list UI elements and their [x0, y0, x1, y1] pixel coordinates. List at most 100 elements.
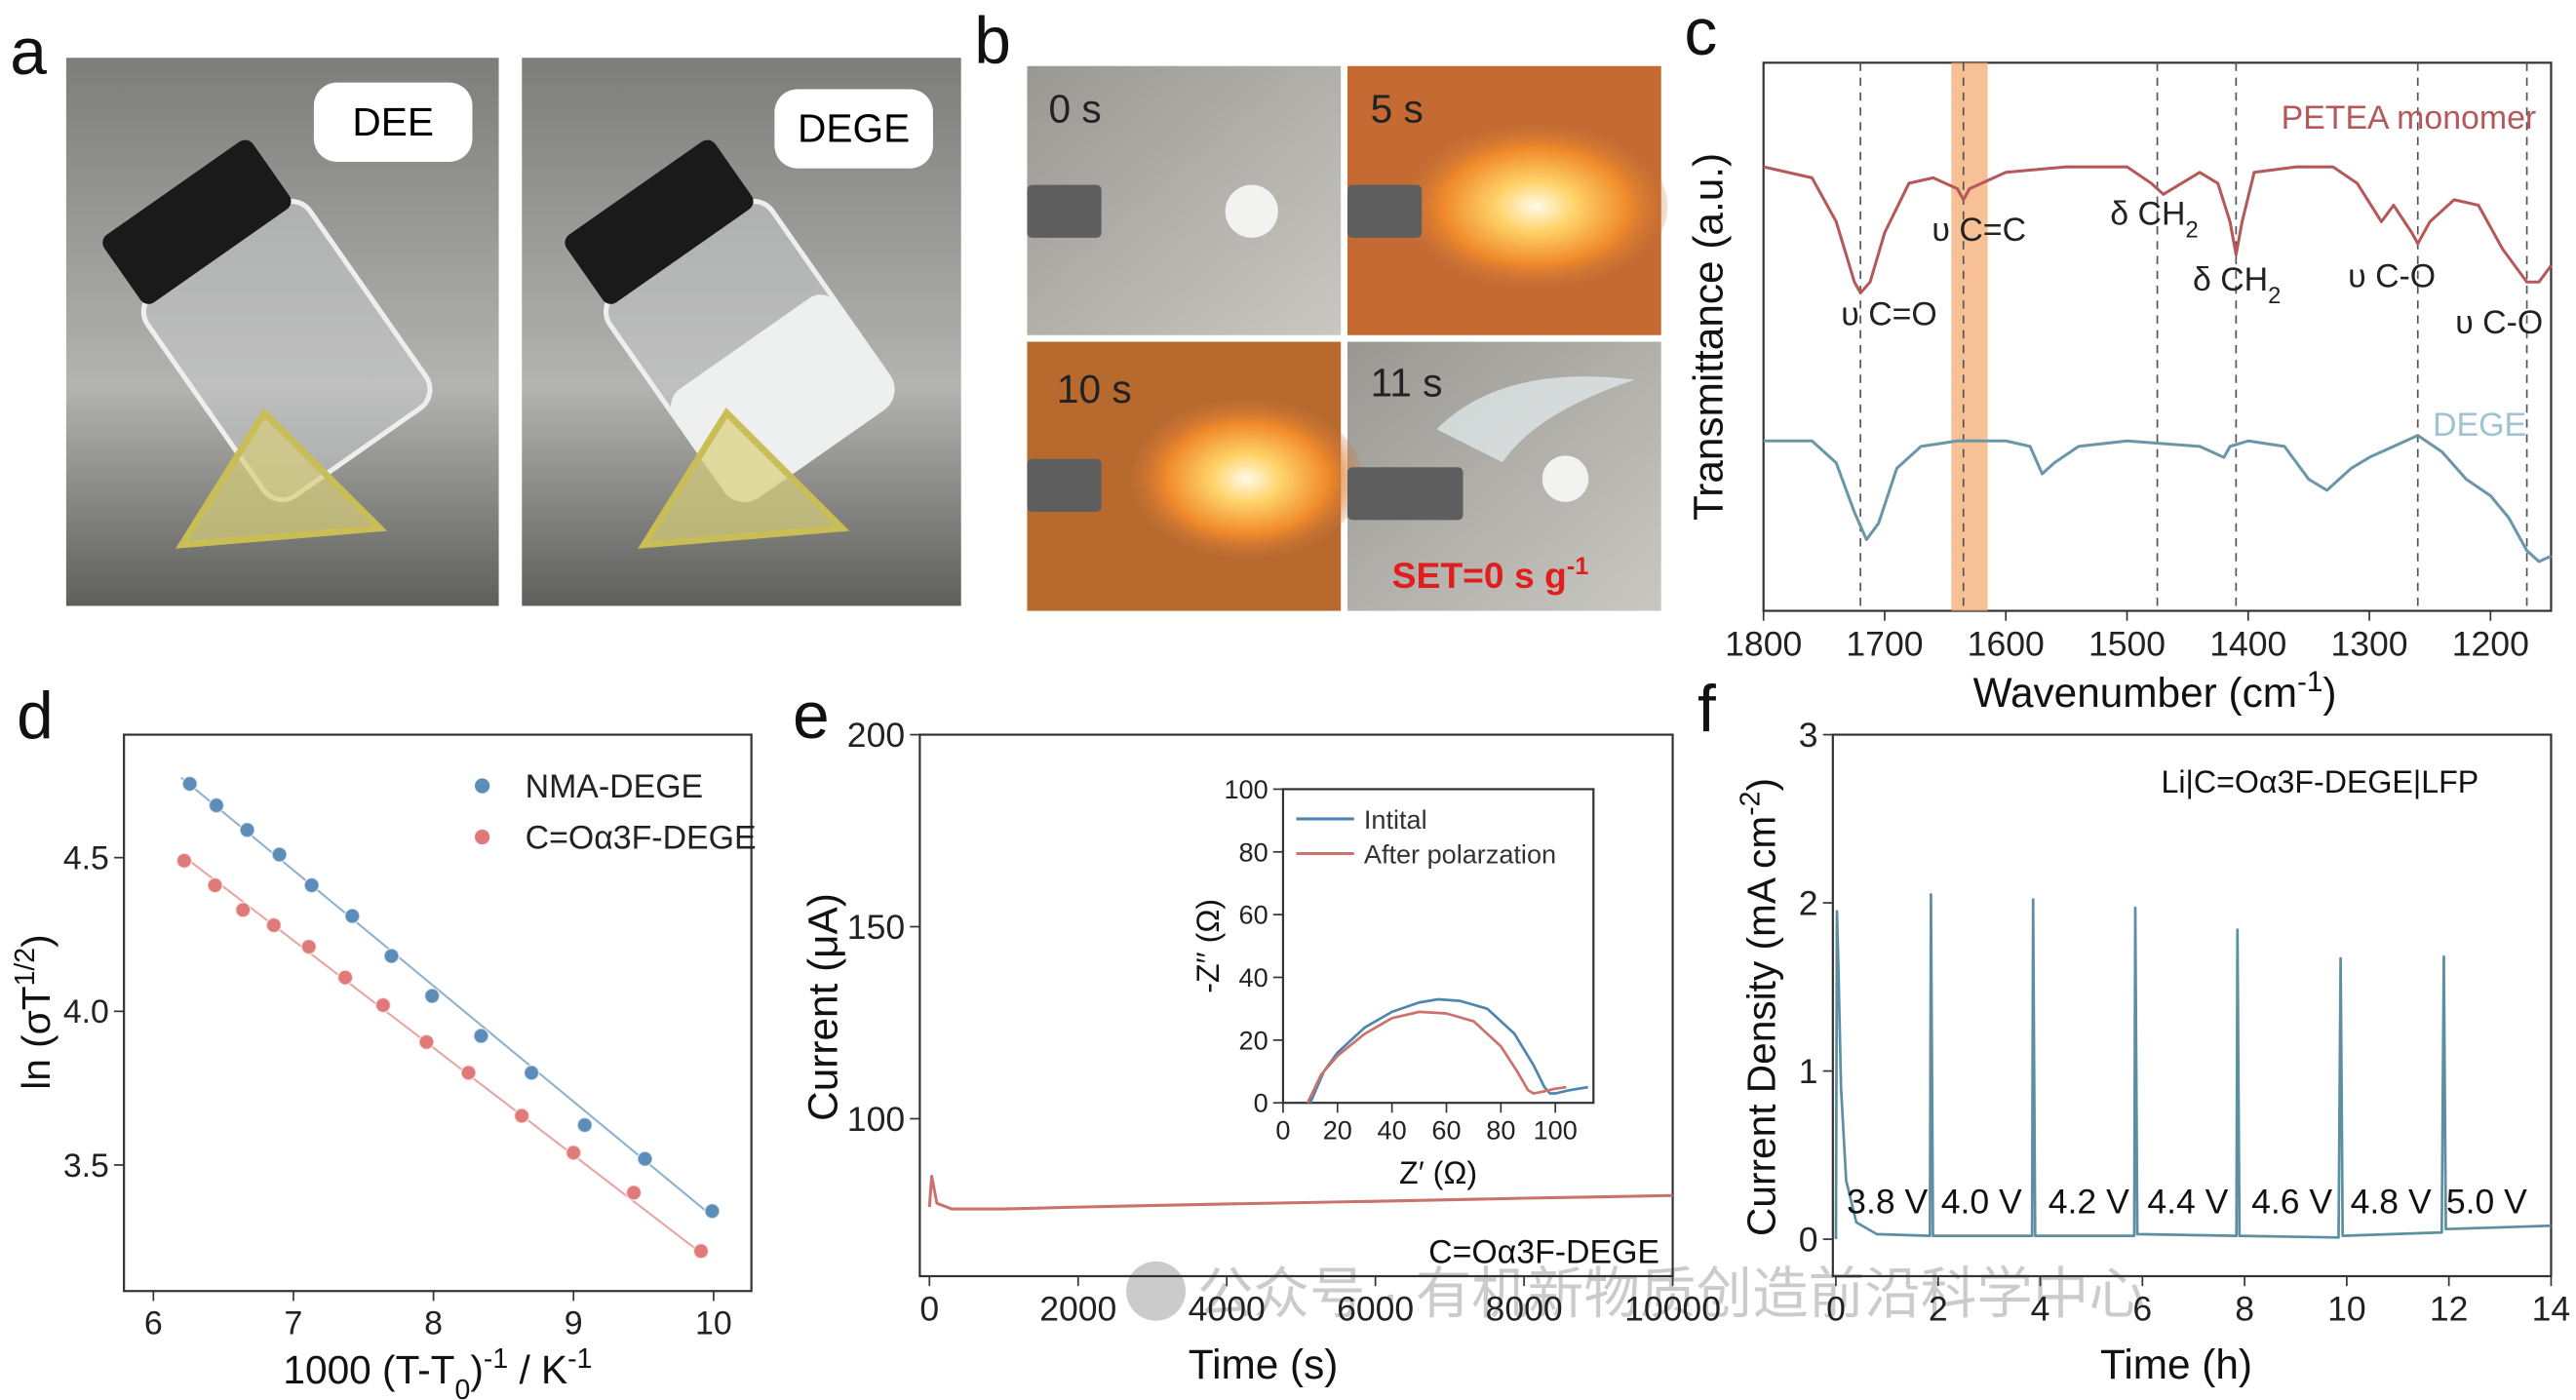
x-tick-label: 2	[1929, 1290, 1948, 1329]
note-text: SET=0 s g	[1392, 555, 1567, 596]
peak-annotation: υ C=C	[1932, 212, 2026, 249]
x-tick-label: 80	[1486, 1114, 1515, 1145]
x-axis-title-part: / K	[508, 1347, 567, 1392]
y-tick-label: 20	[1239, 1025, 1268, 1055]
data-line	[1763, 165, 2553, 295]
y-axis-title-part: )	[14, 934, 59, 948]
y-tick-label: 80	[1239, 836, 1268, 867]
data-line	[1306, 1010, 1567, 1104]
data-line	[1834, 893, 2552, 1240]
x-tick-label: 10	[2327, 1290, 2366, 1329]
y-tick-label: 2	[1799, 884, 1818, 923]
data-point	[208, 797, 225, 814]
x-tick-label: 6	[2132, 1290, 2152, 1329]
x-tick-label: 60	[1431, 1114, 1461, 1145]
smoke	[1436, 376, 1635, 463]
data-point	[472, 1028, 489, 1045]
data-point	[303, 876, 321, 894]
x-axis-title-part: )	[470, 1347, 484, 1392]
y-axis-title-part: Current Density (mA cm	[1739, 816, 1784, 1236]
data-point	[300, 938, 318, 955]
y-tick-label: 0	[1254, 1088, 1268, 1118]
x-tick-label: 40	[1378, 1114, 1407, 1145]
x-tick-label: 2000	[1039, 1290, 1116, 1329]
x-axis-title-part: )	[2322, 670, 2336, 716]
data-line	[1763, 434, 2553, 564]
y-axis-title: Transmittance (a.u.)	[1685, 153, 1731, 521]
frame-label: 5 s	[1371, 86, 1424, 131]
series-label: DEGE	[2433, 407, 2526, 444]
x-axis-title-part: -1	[484, 1343, 508, 1375]
stand	[175, 407, 850, 549]
data-point	[513, 1108, 530, 1124]
data-point	[523, 1064, 540, 1081]
x-axis-title: 1000 (T-T0)-1 / K-1	[283, 1343, 592, 1400]
voltage-annotation: 4.8 V	[2351, 1183, 2432, 1222]
plot-frame	[123, 733, 753, 1293]
panel-label: c	[1684, 0, 1717, 69]
y-tick-label: 4.5	[63, 840, 109, 877]
data-point	[265, 916, 283, 934]
x-tick-label: 10000	[1624, 1290, 1721, 1329]
x-tick-label: 1700	[1846, 624, 1923, 663]
peak-annotation-part: υ C=O	[1841, 296, 1937, 333]
peak-annotation-part: υ C-O	[2455, 304, 2543, 341]
series-label: C=Oα3F-DEGE	[1428, 1233, 1659, 1270]
data-point	[576, 1116, 594, 1134]
x-tick-label: 1200	[2452, 624, 2529, 663]
inset-x-title: Z′ (Ω)	[1399, 1155, 1477, 1190]
x-tick-label: 6	[144, 1304, 163, 1342]
data-point	[417, 1033, 435, 1051]
x-tick-label: 1600	[1968, 624, 2045, 663]
x-axis-title: Time (s)	[1189, 1342, 1339, 1387]
sample	[1225, 184, 1278, 238]
y-tick-label: 3.5	[63, 1147, 109, 1185]
x-tick-label: 7	[285, 1304, 303, 1342]
set-note: SET=0 s g-1	[1392, 553, 1589, 596]
y-axis-title-part: -2	[1736, 792, 1767, 816]
panel-label: a	[10, 16, 47, 89]
torch	[1027, 184, 1464, 521]
y-tick-label: 0	[1799, 1220, 1818, 1259]
y-tick-label: 4.0	[63, 993, 109, 1031]
data-point	[271, 846, 289, 863]
x-tick-label: 12	[2430, 1290, 2469, 1329]
x-tick-label: 9	[565, 1304, 583, 1342]
x-tick-label: 1300	[2331, 624, 2408, 663]
data-point	[565, 1144, 582, 1161]
panel-label: e	[793, 680, 830, 753]
peak-annotation: δ CH2	[2110, 195, 2198, 243]
highlight-band	[1951, 62, 1988, 611]
plot-frame	[918, 733, 1674, 1278]
y-tick-label: 200	[847, 716, 905, 755]
data-point	[239, 821, 256, 838]
peak-annotation-part: δ CH	[2110, 195, 2185, 232]
data-point	[181, 775, 199, 793]
vial	[102, 139, 433, 503]
x-axis-title-part: 1000 (T-T	[283, 1347, 454, 1392]
peak-annotation: υ C-O	[2348, 258, 2436, 295]
panel-b: b 0 s 5 s 10 s 11 s SET=0 s g-1	[974, 4, 1668, 611]
peak-annotation-part: υ C-O	[2348, 258, 2436, 295]
y-axis-title: Current Density (mA cm-2)	[1736, 778, 1784, 1236]
x-axis-title-part: Wavenumber (cm	[1973, 670, 2297, 716]
data-point	[692, 1242, 710, 1260]
x-axis-title-part: -1	[2297, 665, 2322, 697]
panel-label: b	[974, 4, 1011, 77]
data-point	[625, 1184, 643, 1201]
y-axis-title-part: ln (σT	[14, 986, 59, 1089]
data-point	[423, 988, 441, 1005]
chart-title: Li|C=Oα3F-DEGE|LFP	[2162, 764, 2479, 799]
plot-frame	[1831, 733, 2553, 1278]
x-axis-title-part: 0	[454, 1375, 470, 1400]
y-tick-label: 40	[1239, 962, 1268, 992]
watermark-text: 公众号 · 有机新物质创造前沿科学中心	[1197, 1263, 2145, 1325]
legend-marker	[475, 829, 490, 845]
x-tick-label: 4000	[1189, 1290, 1266, 1329]
x-tick-label: 1800	[1725, 624, 1802, 663]
data-point	[207, 876, 223, 894]
data-line	[927, 1175, 1673, 1211]
peak-annotation-part: υ C=C	[1932, 212, 2026, 249]
